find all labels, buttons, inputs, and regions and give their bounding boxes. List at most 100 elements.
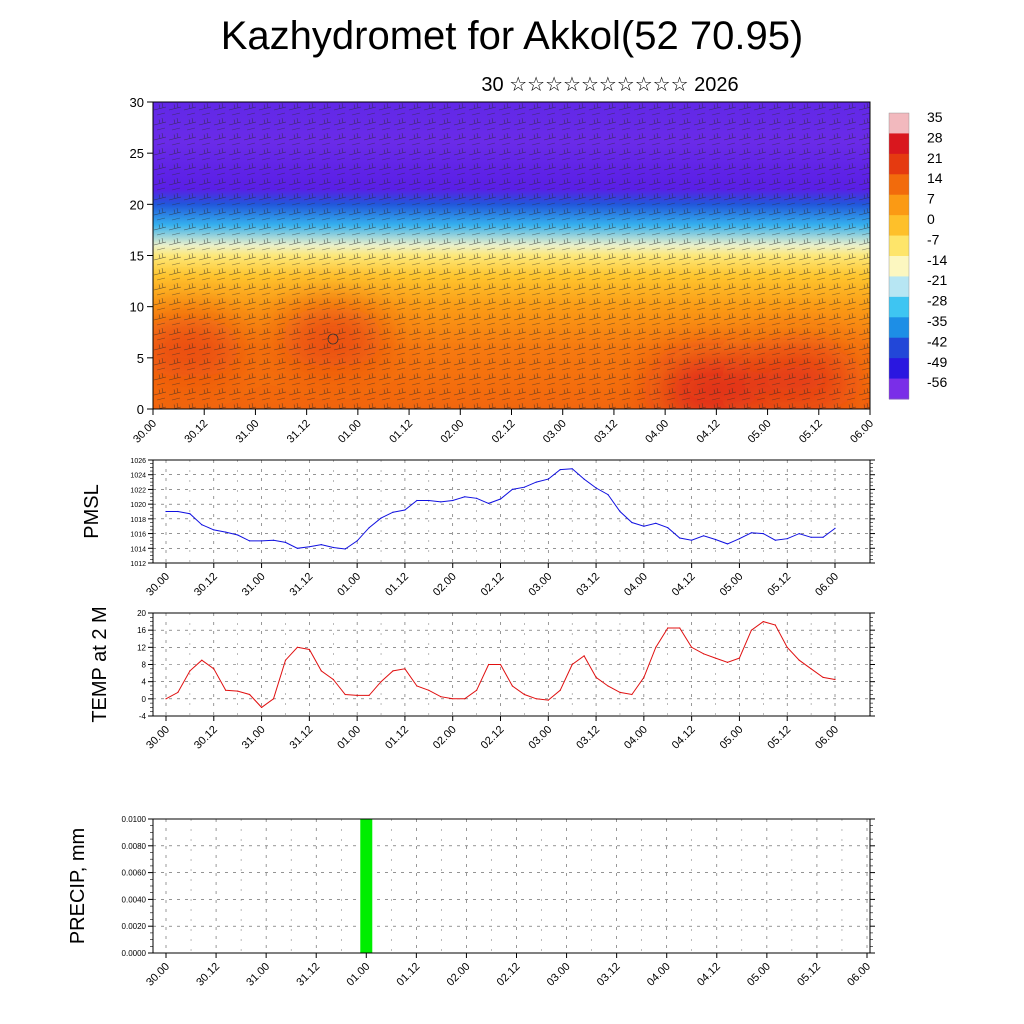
pmsl-data-point bbox=[488, 502, 490, 504]
pmsl-data-point bbox=[237, 534, 239, 536]
x-tick-label: 30.00 bbox=[144, 724, 172, 752]
temp2m-data-point bbox=[201, 659, 203, 661]
y-tick-label: 0 bbox=[137, 402, 144, 417]
x-tick-label: 02.00 bbox=[431, 571, 459, 599]
x-tick-label: 31.00 bbox=[234, 418, 262, 446]
temp2m-data-point bbox=[261, 706, 263, 709]
colorbar-label: 14 bbox=[927, 170, 943, 186]
cross-section-panel: 0 5 10 15 20 25 30 30.00 30.12 31.00 31.12 01.00 01.… bbox=[130, 95, 877, 446]
x-tick-label: 05.00 bbox=[746, 418, 774, 446]
pmsl-data-point bbox=[714, 538, 717, 541]
y-tick-label: 30 bbox=[130, 95, 144, 110]
precip-bar bbox=[360, 819, 373, 953]
temp2m-data-point bbox=[511, 685, 513, 687]
temp2m-data-point bbox=[750, 629, 753, 631]
temp2m-data-point bbox=[404, 668, 406, 670]
x-tick-label: 05.00 bbox=[718, 724, 746, 752]
wind-barbs bbox=[153, 102, 870, 409]
pmsl-data-point bbox=[440, 501, 442, 503]
pmsl-data-point bbox=[296, 547, 298, 549]
x-tick-label: 01.12 bbox=[395, 961, 423, 989]
x-tick-label: 05.12 bbox=[765, 724, 793, 752]
temp2m-data-point bbox=[583, 655, 585, 657]
x-tick-label: 02.00 bbox=[438, 418, 466, 446]
y-axis-title: PRECIP, mm bbox=[67, 828, 89, 944]
temp2m-data-point bbox=[499, 663, 502, 666]
pmsl-data-point bbox=[344, 548, 346, 550]
temp2m-data-point bbox=[703, 653, 705, 655]
temp2m-data-point bbox=[786, 646, 788, 648]
x-tick-label: 31.12 bbox=[288, 724, 316, 752]
panel-frame bbox=[152, 459, 871, 564]
x-tick-label: 30.12 bbox=[194, 961, 222, 989]
calm-wind-marker bbox=[327, 333, 339, 345]
x-tick-label: 06.00 bbox=[845, 961, 873, 989]
y-tick-label: 1024 bbox=[130, 473, 146, 480]
colorbar-label: -42 bbox=[927, 333, 947, 349]
x-tick-label: 31.12 bbox=[288, 571, 316, 599]
pmsl-data-point bbox=[822, 536, 824, 538]
x-tick-label: 01.00 bbox=[335, 724, 363, 752]
pmsl-data-point bbox=[416, 499, 418, 502]
x-tick-label: 06.00 bbox=[848, 418, 876, 446]
y-tick-label: 5 bbox=[137, 351, 144, 366]
x-tick-label: 05.12 bbox=[797, 418, 825, 446]
x-tick-label: 01.00 bbox=[335, 571, 363, 599]
temp2m-data-point bbox=[272, 698, 275, 700]
x-tick-label: 04.12 bbox=[695, 418, 723, 446]
y-tick-label: 4 bbox=[142, 678, 147, 687]
x-tick-label: 31.00 bbox=[240, 724, 268, 752]
x-tick-label: 04.00 bbox=[645, 961, 673, 989]
colorbar-swatch bbox=[889, 133, 909, 155]
temp2m-data-point bbox=[213, 668, 215, 670]
temp2m-data-point bbox=[428, 689, 430, 691]
pmsl-data-point bbox=[464, 496, 466, 498]
temp2m-data-point bbox=[667, 627, 669, 629]
temp2m-data-point bbox=[559, 689, 561, 691]
x-tick-label: 01.00 bbox=[344, 961, 372, 989]
pmsl-data-point bbox=[679, 537, 681, 539]
pmsl-data-point bbox=[189, 513, 191, 515]
y-tick-label: 25 bbox=[130, 146, 144, 161]
x-tick-label: 05.12 bbox=[765, 571, 793, 599]
temp2m-data-point bbox=[464, 698, 466, 700]
temp2m-data-point bbox=[452, 698, 454, 700]
x-tick-label: 31.00 bbox=[244, 961, 272, 989]
temp2m-data-point bbox=[416, 685, 418, 687]
pmsl-data-point bbox=[559, 469, 561, 471]
pmsl-data-point bbox=[213, 529, 215, 531]
colorbar-swatch bbox=[889, 296, 909, 318]
colorbar-label: -35 bbox=[927, 313, 947, 329]
pmsl-data-point bbox=[667, 527, 669, 529]
temp2m-data-point bbox=[714, 657, 717, 659]
x-tick-label: 30.12 bbox=[192, 571, 220, 599]
x-tick-label: 03.00 bbox=[541, 418, 569, 446]
pmsl-data-point bbox=[643, 525, 645, 527]
pmsl-data-point bbox=[655, 522, 657, 524]
pmsl-data-point bbox=[332, 546, 334, 549]
x-tick-label: 04.12 bbox=[670, 724, 698, 752]
pmsl-data-point bbox=[404, 509, 406, 511]
x-tick-label: 06.00 bbox=[813, 571, 841, 599]
colorbar-swatch bbox=[889, 235, 909, 257]
pmsl-data-point bbox=[308, 546, 310, 548]
colorbar-label: -56 bbox=[927, 374, 947, 390]
x-tick-label: 03.00 bbox=[526, 724, 554, 752]
y-tick-label: 0 bbox=[142, 695, 147, 704]
temp2m-data-point bbox=[595, 676, 597, 679]
temp2m-data-point bbox=[822, 676, 824, 679]
y-tick-label: 20 bbox=[137, 609, 146, 618]
temp2m-data-point bbox=[332, 678, 334, 681]
chart-title: Kazhydromet for Akkol(52 70.95) bbox=[220, 14, 804, 58]
temp2m-data-point bbox=[547, 699, 549, 701]
pmsl-data-point bbox=[356, 540, 358, 542]
x-tick-label: 02.12 bbox=[479, 724, 507, 752]
pmsl-data-point bbox=[535, 481, 537, 483]
temp2m-data-point bbox=[380, 681, 382, 683]
x-tick-label: 05.00 bbox=[745, 961, 773, 989]
temp2m-data-point bbox=[225, 689, 227, 691]
colorbar-swatch bbox=[889, 378, 909, 400]
x-tick-label: 30.12 bbox=[182, 418, 210, 446]
x-tick-label: 03.12 bbox=[592, 418, 620, 446]
